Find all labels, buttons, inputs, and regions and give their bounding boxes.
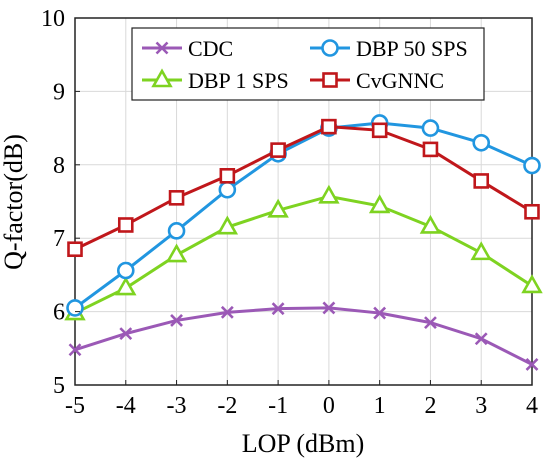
marker-square [473, 173, 490, 189]
marker-x [474, 332, 488, 346]
series-line [74, 194, 533, 315]
marker-triangle [318, 184, 340, 204]
marker-square [219, 168, 236, 184]
x-tick-label: -1 [268, 393, 288, 419]
legend-label: CvGNNC [356, 68, 444, 93]
y-tick-label: 8 [53, 153, 65, 179]
series-line [74, 121, 533, 310]
marker-circle [218, 180, 237, 199]
y-tick-label: 5 [53, 373, 65, 399]
marker-square [168, 190, 185, 206]
marker-square [321, 118, 337, 135]
series-layer [64, 114, 543, 371]
x-tick-labels: -5 -4 -3 -2 -1 0 1 2 3 4 [65, 380, 538, 419]
marker-square [67, 241, 83, 258]
x-tick-label: 1 [374, 393, 386, 419]
marker-triangle [151, 68, 173, 88]
marker-triangle [419, 214, 442, 234]
marker-x [68, 343, 82, 357]
marker-circle [421, 119, 440, 137]
marker-triangle [216, 215, 239, 235]
series-cvgnnc [67, 118, 540, 258]
marker-triangle [115, 276, 137, 296]
x-tick-label: 2 [424, 393, 436, 419]
marker-triangle [368, 194, 391, 214]
x-tick-label: -4 [116, 393, 136, 419]
legend: CDC DBP 50 SPS DBP 1 SPS CvGNNC [131, 27, 485, 101]
marker-circle [116, 261, 135, 280]
marker-circle [66, 299, 84, 317]
marker-square [117, 217, 134, 233]
legend-item: CvGNNC [310, 68, 444, 93]
x-tick-label: 3 [475, 393, 487, 419]
marker-triangle [267, 198, 289, 218]
marker-square [371, 122, 388, 139]
marker-square [422, 141, 439, 158]
legend-label: DBP 1 SPS [188, 68, 289, 93]
x-tick-label: -5 [65, 393, 85, 419]
x-axis-label: LOP (dBm) [242, 429, 365, 458]
marker-x [271, 302, 285, 316]
legend-label: DBP 50 SPS [356, 36, 468, 61]
marker-square [270, 142, 286, 158]
marker-circle [523, 156, 541, 175]
series-cdc [68, 301, 539, 371]
series-line [74, 125, 533, 251]
marker-square [322, 72, 338, 88]
series-dbp-50-sps [66, 114, 541, 317]
marker-circle [472, 133, 491, 152]
y-tick-label: 10 [41, 6, 65, 32]
x-tick-label: 4 [526, 393, 538, 419]
marker-x [322, 301, 336, 315]
legend-item: DBP 1 SPS [142, 68, 289, 93]
marker-triangle [470, 241, 492, 261]
y-tick-label: 9 [53, 79, 65, 105]
marker-x [170, 313, 183, 327]
marker-circle [321, 39, 339, 57]
x-tick-label: -2 [217, 393, 237, 419]
marker-x [424, 316, 437, 330]
y-tick-label: 6 [53, 300, 65, 326]
series-dbp-1-sps [64, 184, 543, 321]
series-line [74, 306, 533, 366]
marker-x [373, 306, 387, 320]
legend-item: CDC [142, 36, 233, 61]
marker-square [524, 203, 540, 220]
plot-frame [74, 17, 533, 386]
x-tick-label: 0 [323, 393, 335, 419]
marker-x [155, 41, 169, 55]
y-tick-label: 7 [53, 226, 65, 252]
legend-label: CDC [188, 36, 233, 61]
y-tick-labels: 5 6 7 8 9 10 [41, 6, 80, 399]
marker-triangle [165, 243, 188, 263]
marker-x [119, 327, 133, 341]
marker-triangle [521, 274, 543, 294]
legend-box [131, 27, 485, 101]
x-tick-label: -3 [167, 393, 187, 419]
marker-circle [167, 222, 186, 240]
legend-item: DBP 50 SPS [310, 36, 468, 61]
marker-x [525, 358, 539, 371]
marker-x [220, 305, 234, 319]
y-axis-label: Q-factor(dB) [0, 134, 28, 270]
